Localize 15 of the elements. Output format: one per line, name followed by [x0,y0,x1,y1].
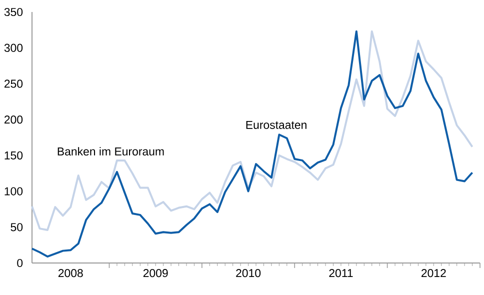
y-tick-label: 150 [4,151,23,160]
series-label: Eurostaaten [246,120,306,129]
y-tick-label: 50 [10,223,23,232]
y-tick-label: 250 [4,80,23,88]
y-tick-label: 300 [4,44,23,52]
series-label: Banken im Euroraum [58,147,164,156]
x-tick-label: 2008 [58,269,83,278]
x-tick-label: 2009 [143,269,168,278]
x-tick-label: 2010 [236,269,261,278]
y-tick-label: 350 [4,8,23,16]
y-tick-label: 200 [4,116,23,124]
x-tick-label: 2011 [329,269,353,278]
y-tick-label: 0 [17,258,23,268]
x-tick-label: 2012 [421,269,446,278]
y-tick-label: 100 [4,187,23,196]
